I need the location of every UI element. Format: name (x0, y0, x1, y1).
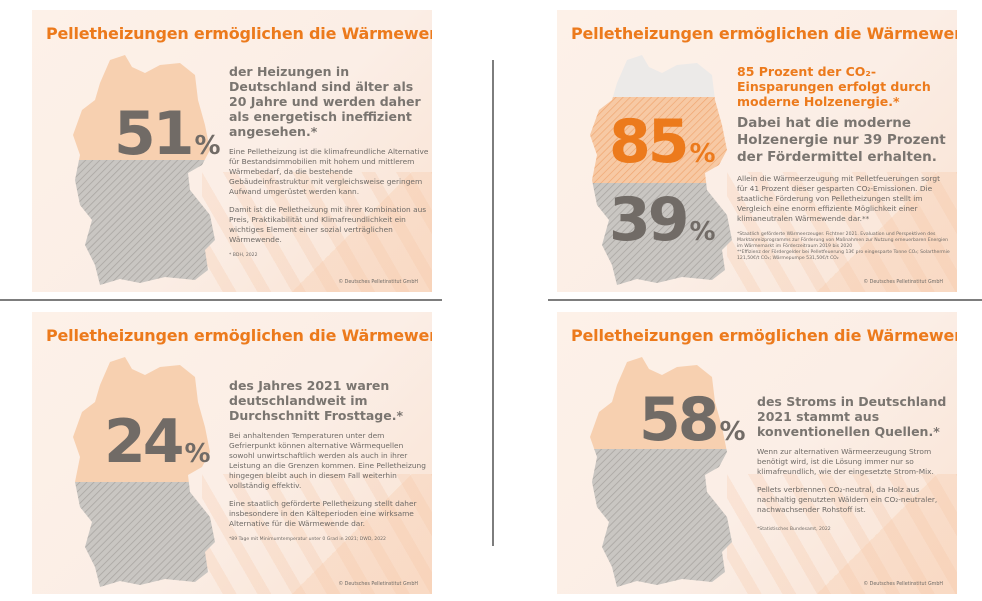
percent-value-orange: 85% (609, 107, 716, 177)
headline: der Heizungen in Deutschland sind älter … (229, 64, 421, 139)
paragraph: Eine Pelletheizung ist die klimafreundli… (229, 147, 429, 196)
percent-value-gray: 39% (609, 185, 716, 255)
paragraph: Bei anhaltenden Temperaturen unter dem G… (229, 431, 426, 490)
paragraph: Eine staatlich geförderte Pelletheizung … (229, 499, 417, 528)
germany-map (73, 55, 215, 285)
card-title: Pelletheizungen ermöglichen die Wärmewen… (571, 24, 957, 43)
germany-map (590, 357, 732, 587)
infographic-card-51: Pelletheizungen ermöglichen die Wärmewen… (32, 10, 432, 292)
percent-value: 58% (639, 385, 746, 455)
card-text: des Jahres 2021 waren deutschlandweit im… (229, 378, 429, 543)
footnote-2: **Effizienz der Fördergelder bei Pelletf… (737, 250, 950, 261)
germany-map (590, 55, 732, 285)
headline: des Stroms in Deutschland 2021 stammt au… (757, 394, 947, 439)
germany-map (73, 357, 215, 587)
percent-value: 51% (114, 99, 221, 169)
paragraph: Pellets verbrennen CO₂-neutral, da Holz … (757, 485, 938, 514)
card-text: 85 Prozent der CO₂-Einsparungen erfolgt … (737, 64, 952, 262)
card-title: Pelletheizungen ermöglichen die Wärmewen… (46, 326, 432, 345)
copyright: © Deutsches Pelletinstitut GmbH (338, 582, 418, 587)
paragraph: Damit ist die Pelletheizung mit ihrer Ko… (229, 205, 427, 244)
card-text: der Heizungen in Deutschland sind älter … (229, 64, 429, 259)
card-text: des Stroms in Deutschland 2021 stammt au… (757, 394, 957, 533)
triangle-pattern (202, 474, 432, 594)
footnote: *Statistisches Bundesamt, 2022 (757, 527, 831, 532)
triangle-pattern (727, 172, 957, 292)
infographic-card-24: Pelletheizungen ermöglichen die Wärmewen… (32, 312, 432, 594)
footnote: *Staatlich geförderte Wärmeerzeuger. Fic… (737, 232, 949, 249)
vertical-divider (492, 60, 494, 546)
infographic-card-85: Pelletheizungen ermöglichen die Wärmewen… (557, 10, 957, 292)
horizontal-divider-left (0, 299, 442, 301)
headline: 85 Prozent der CO₂-Einsparungen erfolgt … (737, 64, 931, 109)
horizontal-divider-right (548, 299, 982, 301)
percent-value: 24% (104, 407, 211, 477)
paragraph: Wenn zur alternativen Wärmeerzeugung Str… (757, 447, 934, 476)
subheadline: Dabei hat die moderne Holzenergie nur 39… (737, 115, 946, 165)
copyright: © Deutsches Pelletinstitut GmbH (863, 280, 943, 285)
triangle-pattern (202, 172, 432, 292)
card-title: Pelletheizungen ermöglichen die Wärmewen… (46, 24, 432, 43)
infographic-card-58: Pelletheizungen ermöglichen die Wärmewen… (557, 312, 957, 594)
footnote: * BDH, 2022 (229, 253, 258, 258)
triangle-pattern (727, 474, 957, 594)
card-title: Pelletheizungen ermöglichen die Wärmewen… (571, 326, 957, 345)
headline: des Jahres 2021 waren deutschlandweit im… (229, 378, 404, 423)
footnote: *89 Tage mit Minimumtemperatur unter 0 G… (229, 537, 386, 542)
copyright: © Deutsches Pelletinstitut GmbH (863, 582, 943, 587)
copyright: © Deutsches Pelletinstitut GmbH (338, 280, 418, 285)
paragraph: Allein die Wärmeerzeugung mit Pelletfeue… (737, 174, 940, 223)
